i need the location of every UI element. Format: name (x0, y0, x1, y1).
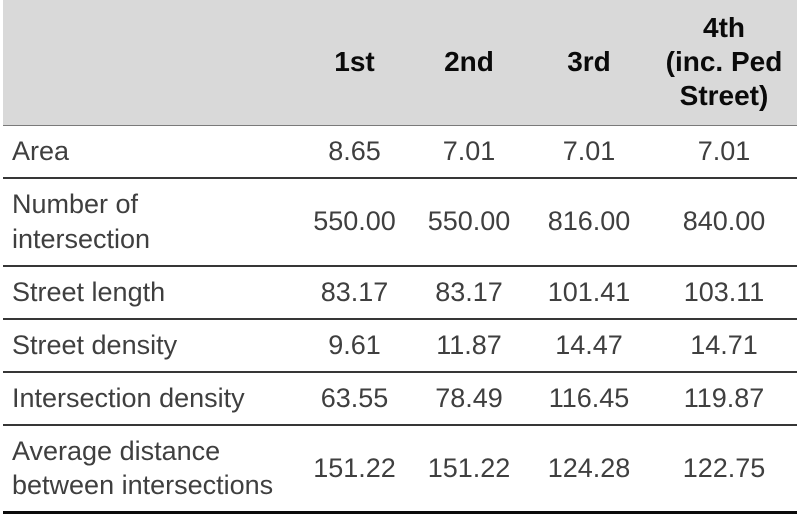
cell-value: 101.41 (547, 276, 631, 307)
cell-value: 78.49 (435, 382, 503, 413)
cell-value: 7.01 (697, 135, 751, 166)
cell-value: 119.87 (683, 382, 765, 413)
column-header-3rd: 3rd (527, 0, 651, 126)
cell-value: 83.17 (435, 276, 503, 307)
cell-value: 14.71 (690, 329, 758, 360)
cell-value: 124.28 (547, 453, 631, 484)
cell-value: 11.87 (436, 329, 502, 360)
cell-value: 7.01 (442, 135, 496, 166)
cell-value: 8.65 (328, 135, 381, 166)
row-label: Average distance between intersections (12, 435, 274, 501)
cell-value: 103.11 (683, 276, 765, 307)
cell-value: 9.61 (328, 329, 381, 360)
header-row: 1st 2nd 3rd 4th (inc. Ped Street) (3, 0, 797, 126)
table-row-intersection-density: Intersection density 63.55 78.49 116.45 … (3, 372, 797, 425)
row-label: Street density (12, 329, 178, 360)
row-label: Area (12, 135, 70, 166)
cell-value: 840.00 (682, 206, 766, 237)
table-row-street-length: Street length 83.17 83.17 101.41 103.11 (3, 266, 797, 319)
cell-value: 816.00 (547, 206, 631, 237)
cell-value: 151.22 (313, 453, 396, 484)
cell-value: 116.45 (548, 382, 630, 413)
cell-value: 550.00 (313, 206, 396, 237)
cell-value: 63.55 (320, 382, 389, 413)
street-metrics-table: 1st 2nd 3rd 4th (inc. Ped Street) Area 8… (3, 0, 797, 514)
cell-value: 7.01 (562, 135, 616, 166)
table-row-area: Area 8.65 7.01 7.01 7.01 (3, 125, 797, 178)
cell-value: 14.47 (555, 329, 623, 360)
row-label: Street length (12, 276, 166, 307)
column-header-4th: 4th (inc. Ped Street) (651, 0, 797, 126)
table-row-average-distance: Average distance between intersections 1… (3, 425, 797, 513)
table-row-street-density: Street density 9.61 11.87 14.47 14.71 (3, 319, 797, 372)
cell-value: 550.00 (427, 206, 511, 237)
cell-value: 151.22 (427, 453, 511, 484)
row-label: Number of intersection (12, 189, 151, 254)
cell-value: 83.17 (320, 276, 389, 307)
column-header-2nd: 2nd (411, 0, 527, 126)
row-label: Intersection density (12, 382, 245, 413)
column-header-1st: 1st (298, 0, 411, 126)
cell-value: 122.75 (682, 453, 766, 484)
table-row-number-of-intersection: Number of intersection 550.00 550.00 816… (3, 178, 797, 266)
corner-header-cell (3, 0, 298, 126)
